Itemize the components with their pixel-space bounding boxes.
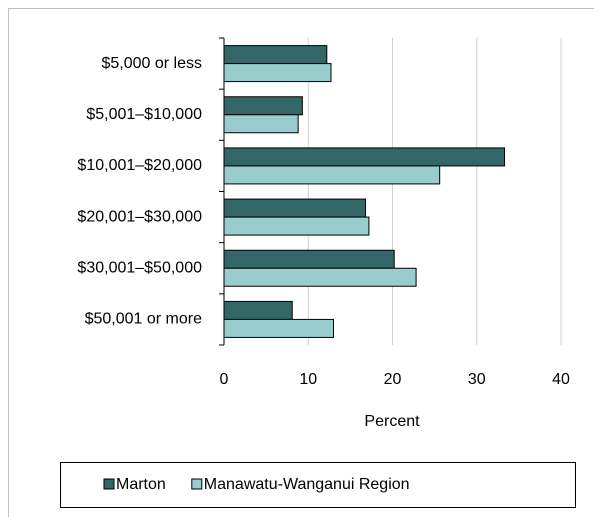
legend-swatch	[103, 478, 115, 490]
legend-label: Manawatu-Wanganui Region	[204, 476, 410, 493]
x-tick-label: 20	[384, 371, 402, 388]
y-tick-label: $10,001–$20,000	[77, 157, 202, 174]
legend-swatch	[191, 478, 203, 490]
bar	[223, 147, 506, 167]
legend-box	[60, 462, 576, 508]
bar	[223, 198, 367, 218]
bar	[223, 300, 293, 320]
bar	[223, 216, 370, 236]
x-tick-label: 30	[468, 371, 486, 388]
x-tick-label: 0	[220, 371, 229, 388]
bar	[223, 45, 328, 65]
bar	[223, 165, 441, 185]
y-tick-label: $5,001–$10,000	[86, 106, 202, 123]
y-tick-label: $20,001–$30,000	[77, 208, 202, 225]
y-tick-label: $50,001 or more	[85, 311, 203, 328]
y-tick-label: $30,001–$50,000	[77, 259, 202, 276]
frame	[8, 8, 594, 517]
bar	[223, 96, 303, 116]
bar	[223, 114, 299, 134]
x-tick-label: 40	[552, 371, 570, 388]
bar	[223, 267, 417, 287]
bar	[223, 249, 395, 269]
legend-label: Marton	[116, 476, 166, 493]
x-tick-label: 10	[299, 371, 317, 388]
y-tick-label: $5,000 or less	[101, 55, 202, 72]
x-axis-label: Percent	[364, 413, 420, 430]
bar	[223, 318, 335, 338]
bar	[223, 63, 332, 83]
